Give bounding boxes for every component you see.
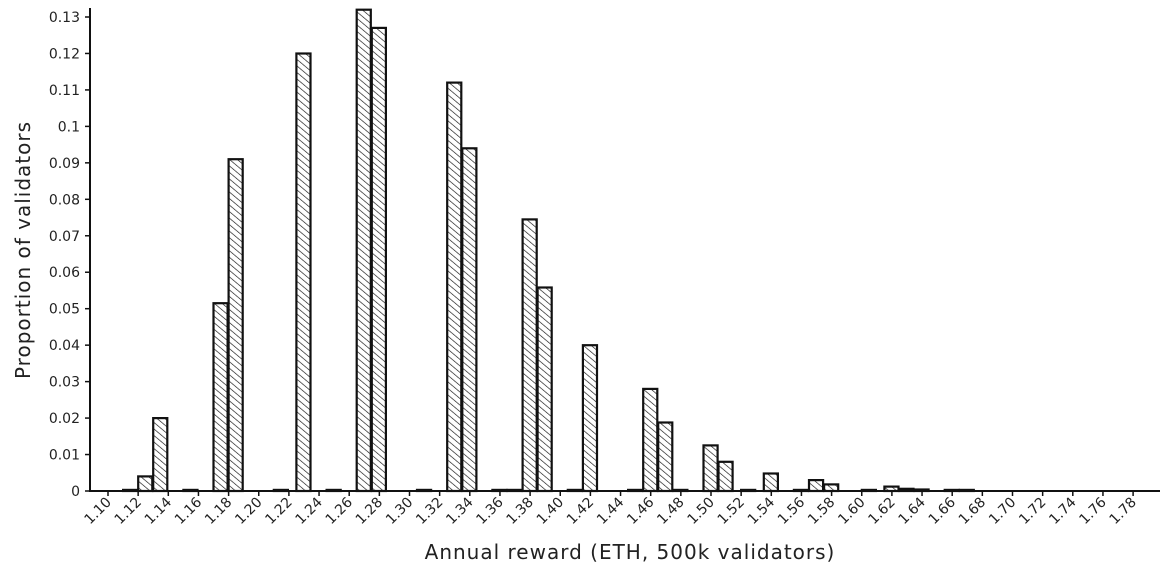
y-tick-label: 0	[71, 484, 80, 500]
x-tick-label: 1.68	[956, 495, 989, 528]
x-tick-label: 1.30	[383, 495, 416, 528]
bar-27	[762, 472, 779, 493]
x-tick-label: 1.20	[232, 495, 265, 528]
y-tick-label: 0.11	[49, 83, 80, 99]
y-tick-label: 0.1	[58, 119, 80, 135]
x-tick-label: 1.76	[1076, 494, 1109, 527]
x-axis-label: Annual reward (ETH, 500k validators)	[425, 540, 836, 564]
bar-9	[355, 8, 372, 493]
bars	[121, 8, 975, 493]
x-tick-label: 1.54	[745, 494, 778, 527]
x-tick-label: 1.24	[293, 494, 326, 527]
x-tick-label: 1.34	[443, 494, 476, 527]
bar-4	[212, 302, 229, 493]
bar-29	[807, 479, 825, 493]
x-tick-label: 1.36	[473, 494, 506, 527]
x-tick-label: 1.38	[504, 495, 537, 528]
x-tick-label: 1.12	[112, 495, 145, 528]
bar-21	[642, 387, 659, 493]
x-tick-label: 1.66	[926, 494, 959, 527]
y-tick-label: 0.08	[49, 192, 80, 208]
bar-2	[152, 417, 169, 493]
x-tick-label: 1.16	[172, 494, 205, 527]
y-tick-label: 0.13	[49, 10, 80, 26]
bar-12	[446, 81, 463, 493]
x-tick-labels: 1.101.121.141.161.181.201.221.241.261.28…	[81, 491, 1140, 528]
x-tick-label: 1.60	[835, 495, 868, 528]
bar-19	[581, 344, 599, 493]
y-tick-labels: 0 0.01 0.02 0.03 0.04 0.05 0.06 0.07 0.08 0.09 0.1…	[49, 10, 90, 500]
y-tick-label: 0.05	[49, 302, 80, 318]
y-tick-label: 0.12	[49, 46, 80, 62]
y-tick-label: 0.06	[49, 265, 80, 281]
bar-24	[702, 444, 719, 493]
y-tick-label: 0.07	[49, 229, 80, 245]
bar-13	[461, 147, 478, 493]
bar-7	[295, 52, 312, 493]
bar-16	[521, 218, 538, 493]
y-axis-label: Proportion of validators	[11, 121, 35, 379]
axis-lines	[89, 8, 1160, 492]
bar-5	[227, 158, 244, 493]
x-tick-label: 1.22	[262, 495, 295, 528]
x-tick-label: 1.28	[353, 495, 386, 528]
x-tick-label: 1.52	[715, 495, 748, 528]
x-tick-label: 1.26	[323, 494, 356, 527]
x-tick-label: 1.18	[202, 495, 235, 528]
x-tick-label: 1.72	[1016, 495, 1049, 528]
x-tick-label: 1.70	[986, 495, 1019, 528]
x-tick-label: 1.10	[81, 495, 114, 528]
x-tick-label: 1.50	[684, 495, 717, 528]
x-tick-label: 1.56	[775, 494, 808, 527]
y-tick-label: 0.09	[49, 156, 80, 172]
bar-25	[717, 460, 734, 493]
x-tick-label: 1.62	[865, 495, 898, 528]
y-tick-label: 0.01	[49, 448, 80, 464]
bar-17	[536, 286, 553, 493]
y-tick-label: 0.04	[49, 338, 80, 354]
bar-22	[657, 421, 674, 493]
bar-10	[370, 26, 387, 493]
y-tick-label: 0.02	[49, 411, 80, 427]
x-tick-label: 1.78	[1107, 495, 1140, 528]
x-tick-label: 1.46	[624, 494, 657, 527]
axes	[89, 8, 1160, 492]
x-tick-label: 1.42	[564, 495, 597, 528]
x-tick-label: 1.44	[594, 494, 627, 527]
y-tick-label: 0.03	[49, 375, 80, 391]
x-tick-label: 1.48	[654, 495, 687, 528]
x-tick-label: 1.64	[896, 494, 929, 527]
x-tick-label: 1.40	[534, 495, 567, 528]
x-tick-label: 1.14	[142, 494, 175, 527]
x-tick-label: 1.58	[805, 495, 838, 528]
x-tick-label: 1.74	[1046, 494, 1079, 527]
x-tick-label: 1.32	[413, 495, 446, 528]
bar-1	[137, 475, 154, 493]
